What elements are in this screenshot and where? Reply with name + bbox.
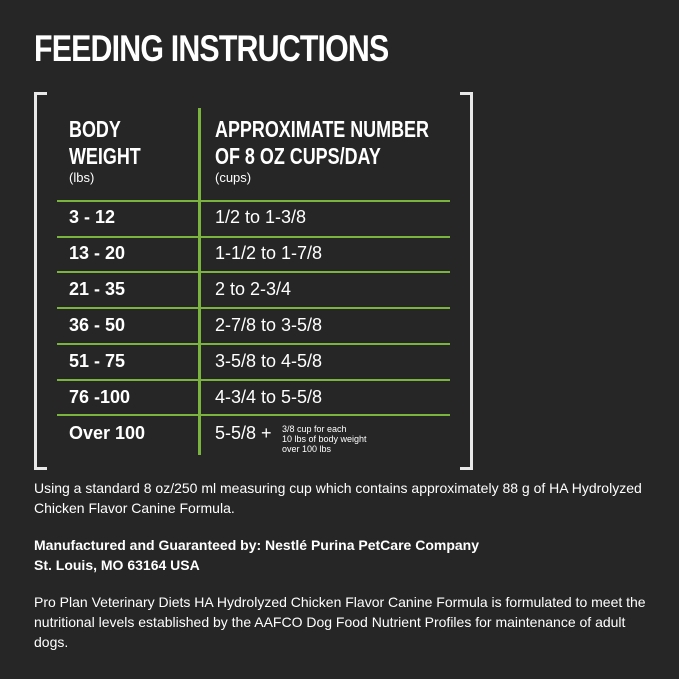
row-divider xyxy=(57,271,450,273)
left-bracket xyxy=(34,92,47,470)
cups-cell: 5-5/8 + xyxy=(215,423,272,443)
cups-cell: 4-3/4 to 5-5/8 xyxy=(215,387,323,407)
weight-cell: 36 - 50 xyxy=(69,315,126,335)
col2-header: APPROXIMATE NUMBER OF 8 OZ CUPS/DAY xyxy=(215,116,429,170)
note-line: over 100 lbs xyxy=(282,444,332,454)
col2-header-line: OF 8 OZ CUPS/DAY xyxy=(215,143,381,169)
row-divider xyxy=(57,307,450,309)
over-100-note: 3/8 cup for each 10 lbs of body weight o… xyxy=(282,424,367,454)
weight-cell: 76 -100 xyxy=(69,387,131,407)
note-line: 3/8 cup for each xyxy=(282,424,347,434)
col1-header-line: WEIGHT xyxy=(69,143,141,169)
col2-unit: (cups) xyxy=(215,170,252,185)
cups-cell: 2-7/8 to 3-5/8 xyxy=(215,315,323,335)
note-line: 10 lbs of body weight xyxy=(282,434,367,444)
cups-cell: 1-1/2 to 1-7/8 xyxy=(215,243,323,263)
right-bracket xyxy=(460,92,473,470)
col1-header: BODY WEIGHT xyxy=(69,116,141,170)
weight-cell: Over 100 xyxy=(69,423,146,443)
col1-unit: (lbs) xyxy=(69,170,95,185)
manufacturer-info: Manufactured and Guaranteed by: Nestlé P… xyxy=(34,535,654,575)
cups-cell: 3-5/8 to 4-5/8 xyxy=(215,351,323,371)
weight-cell: 21 - 35 xyxy=(69,279,126,299)
page-title: FEEDING INSTRUCTIONS xyxy=(34,28,389,69)
aafco-statement: Pro Plan Veterinary Diets HA Hydrolyzed … xyxy=(34,594,646,650)
column-divider xyxy=(198,108,201,455)
row-divider xyxy=(57,200,450,202)
row-divider xyxy=(57,343,450,345)
row-divider xyxy=(57,414,450,416)
cups-cell: 1/2 to 1-3/8 xyxy=(215,207,307,227)
row-divider xyxy=(57,236,450,238)
manufacturer-line: Manufactured and Guaranteed by: Nestlé P… xyxy=(34,537,479,553)
row-divider xyxy=(57,379,450,381)
cups-cell: 2 to 2-3/4 xyxy=(215,279,292,299)
col2-header-line: APPROXIMATE NUMBER xyxy=(215,116,429,142)
weight-cell: 13 - 20 xyxy=(69,243,126,263)
manufacturer-line: St. Louis, MO 63164 USA xyxy=(34,557,200,573)
weight-cell: 51 - 75 xyxy=(69,351,126,371)
measuring-note: Using a standard 8 oz/250 ml measuring c… xyxy=(34,480,642,516)
weight-cell: 3 - 12 xyxy=(69,207,116,227)
col1-header-line: BODY xyxy=(69,116,121,142)
